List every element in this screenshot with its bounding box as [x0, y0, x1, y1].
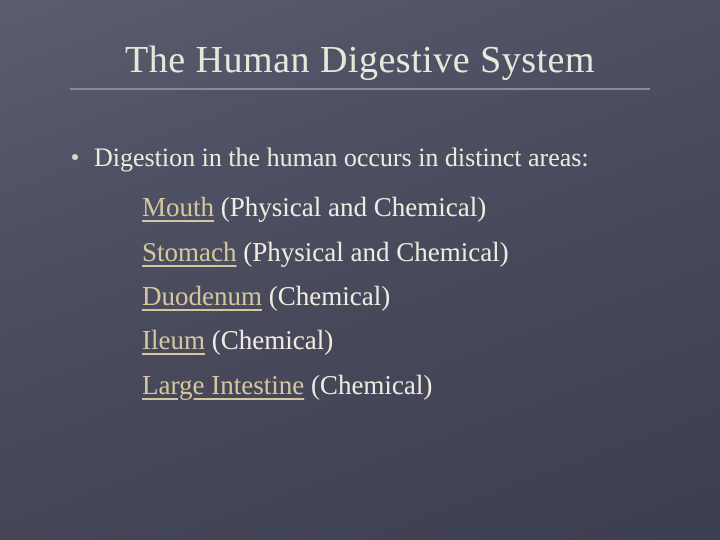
- list-item: Large Intestine (Chemical): [140, 367, 660, 403]
- list-item: Mouth (Physical and Chemical): [140, 189, 660, 225]
- intro-bullet: Digestion in the human occurs in distinc…: [72, 140, 660, 175]
- list-item: Ileum (Chemical): [140, 322, 660, 358]
- intro-text: Digestion in the human occurs in distinc…: [94, 140, 589, 175]
- list-item: Duodenum (Chemical): [140, 278, 660, 314]
- body-region: Digestion in the human occurs in distinc…: [72, 140, 660, 411]
- item-keyword: Ileum: [142, 325, 205, 355]
- list-item-text: Ileum (Chemical): [142, 322, 333, 358]
- item-keyword: Duodenum: [142, 281, 262, 311]
- list-item-text: Large Intestine (Chemical): [142, 367, 432, 403]
- list-item: Stomach (Physical and Chemical): [140, 234, 660, 270]
- list-item-text: Stomach (Physical and Chemical): [142, 234, 509, 270]
- slide: The Human Digestive System Digestion in …: [0, 0, 720, 540]
- item-keyword: Stomach: [142, 237, 237, 267]
- item-paren: (Chemical): [212, 325, 333, 355]
- item-paren: (Chemical): [311, 370, 432, 400]
- item-paren: (Physical and Chemical): [221, 192, 486, 222]
- list-item-text: Duodenum (Chemical): [142, 278, 390, 314]
- item-keyword: Large Intestine: [142, 370, 304, 400]
- slide-title: The Human Digestive System: [70, 38, 650, 90]
- item-paren: (Physical and Chemical): [243, 237, 508, 267]
- title-region: The Human Digestive System: [70, 38, 650, 90]
- items-list: Mouth (Physical and Chemical) Stomach (P…: [140, 189, 660, 403]
- bullet-dot-icon: [72, 154, 78, 160]
- item-paren: (Chemical): [269, 281, 390, 311]
- list-item-text: Mouth (Physical and Chemical): [142, 189, 486, 225]
- item-keyword: Mouth: [142, 192, 214, 222]
